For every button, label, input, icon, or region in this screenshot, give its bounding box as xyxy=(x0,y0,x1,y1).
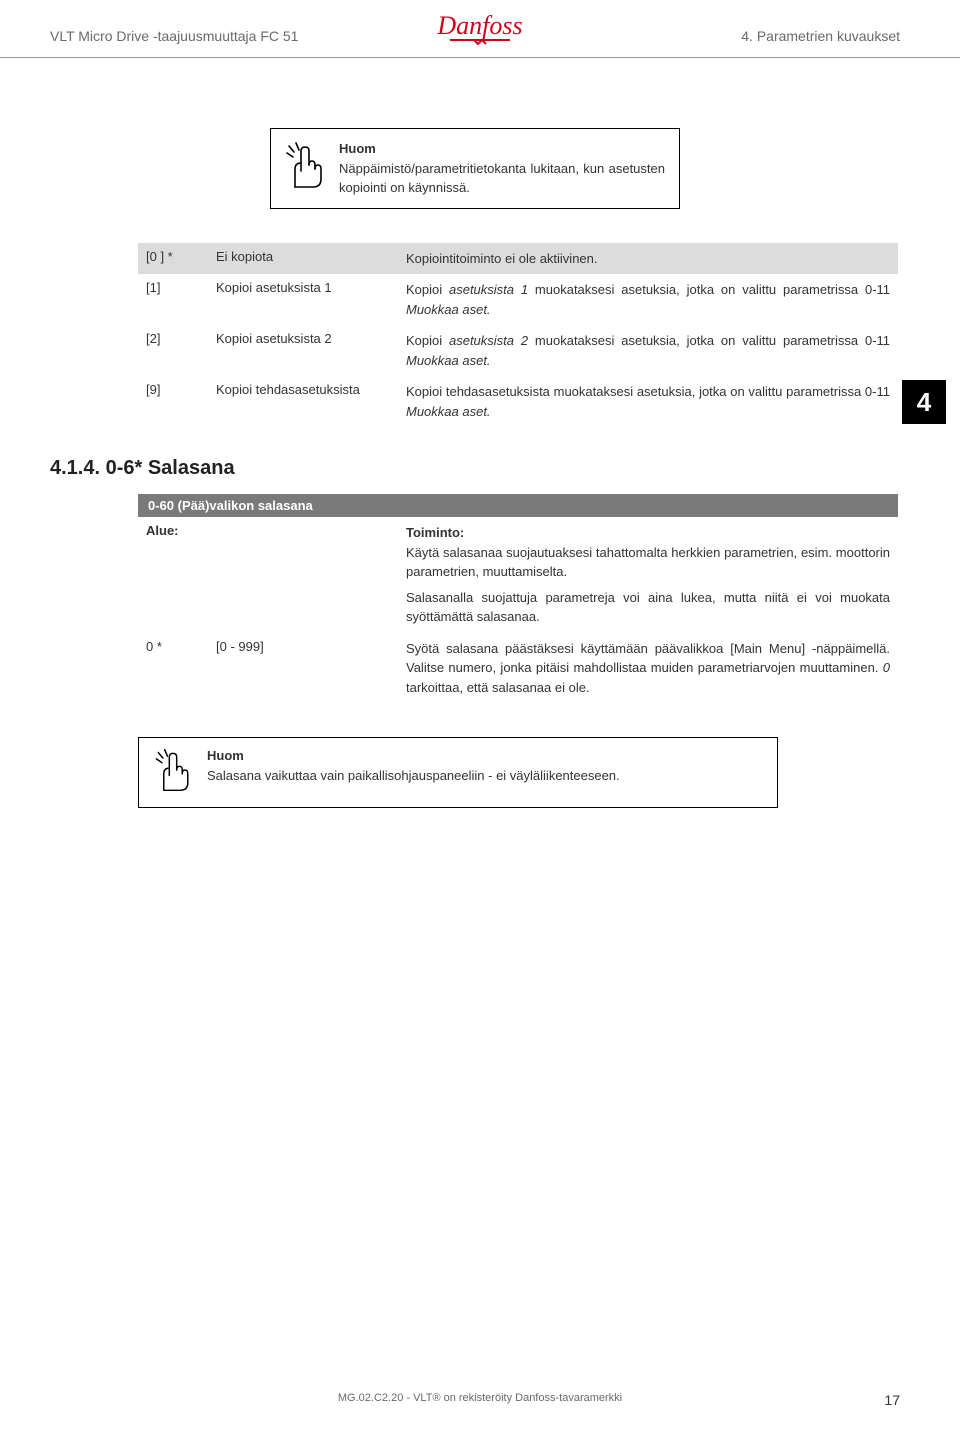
note2-title: Huom xyxy=(207,746,763,766)
param-function-label: Toiminto: xyxy=(406,523,890,543)
table-row: [0 ] * Ei kopiota Kopiointitoiminto ei o… xyxy=(138,243,898,275)
chapter-tab-4: 4 xyxy=(902,380,946,424)
param-function-p1: Käytä salasanaa suojautuaksesi tahattoma… xyxy=(406,543,890,582)
option-code: [9] xyxy=(138,376,208,427)
option-desc: Kopiointitoiminto ei ole aktiivinen. xyxy=(398,243,898,275)
header-right-title: 4. Parametrien kuvaukset xyxy=(741,18,900,44)
attention-hand-icon xyxy=(281,139,333,196)
option-desc: Kopioi asetuksista 2 muokataksesi asetuk… xyxy=(398,325,898,376)
table-row: Alue: Toiminto: Käytä salasanaa suojautu… xyxy=(138,517,898,633)
param-range: [0 - 999] xyxy=(208,633,398,704)
option-desc: Kopioi tehdasasetuksista muokataksesi as… xyxy=(398,376,898,427)
note-box-2: Huom Salasana vaikuttaa vain paikallisoh… xyxy=(138,737,778,808)
options-table: [0 ] * Ei kopiota Kopiointitoiminto ei o… xyxy=(138,243,898,428)
param-header: 0-60 (Pää)valikon salasana xyxy=(138,494,898,517)
table-row: [1] Kopioi asetuksista 1 Kopioi asetuksi… xyxy=(138,274,898,325)
table-row: [9] Kopioi tehdasasetuksista Kopioi tehd… xyxy=(138,376,898,427)
param-range-label: Alue: xyxy=(138,517,208,633)
param-function: Toiminto: Käytä salasanaa suojautuaksesi… xyxy=(398,517,898,633)
option-label: Kopioi asetuksista 2 xyxy=(208,325,398,376)
note-box-1: Huom Näppäimistö/parametritietokanta luk… xyxy=(270,128,680,209)
logo-text-icon: Danfoss xyxy=(436,11,522,40)
note2-body: Salasana vaikuttaa vain paikallisohjausp… xyxy=(207,766,763,786)
option-code: [2] xyxy=(138,325,208,376)
page-header: VLT Micro Drive -taajuusmuuttaja FC 51 D… xyxy=(0,0,960,58)
param-desc: Syötä salasana päästäksesi käyttämään pä… xyxy=(398,633,898,704)
param-default: 0 * xyxy=(138,633,208,704)
page-number: 17 xyxy=(884,1392,900,1408)
param-function-p2: Salasanalla suojattuja parametreja voi a… xyxy=(406,588,890,627)
option-label: Kopioi asetuksista 1 xyxy=(208,274,398,325)
danfoss-logo: Danfoss xyxy=(430,8,530,50)
table-row: 0 * [0 - 999] Syötä salasana päästäksesi… xyxy=(138,633,898,704)
option-label: Ei kopiota xyxy=(208,243,398,275)
footer-center: MG.02.C2.20 - VLT® on rekisteröity Danfo… xyxy=(338,1392,622,1404)
page-content: Huom Näppäimistö/parametritietokanta luk… xyxy=(0,58,960,808)
note1-title: Huom xyxy=(339,139,665,159)
param-empty xyxy=(208,517,398,633)
table-row: [2] Kopioi asetuksista 2 Kopioi asetuksi… xyxy=(138,325,898,376)
option-code: [1] xyxy=(138,274,208,325)
option-label: Kopioi tehdasasetuksista xyxy=(208,376,398,427)
option-code: [0 ] * xyxy=(138,243,208,275)
attention-hand-icon xyxy=(149,746,201,799)
header-left-title: VLT Micro Drive -taajuusmuuttaja FC 51 xyxy=(50,18,298,44)
page-footer: MG.02.C2.20 - VLT® on rekisteröity Danfo… xyxy=(0,1392,960,1408)
parameter-table: 0-60 (Pää)valikon salasana Alue: Toimint… xyxy=(138,494,898,703)
note1-body: Näppäimistö/parametritietokanta lukitaan… xyxy=(339,159,665,198)
option-desc: Kopioi asetuksista 1 muokataksesi asetuk… xyxy=(398,274,898,325)
section-title: 4.1.4. 0-6* Salasana xyxy=(50,457,900,480)
